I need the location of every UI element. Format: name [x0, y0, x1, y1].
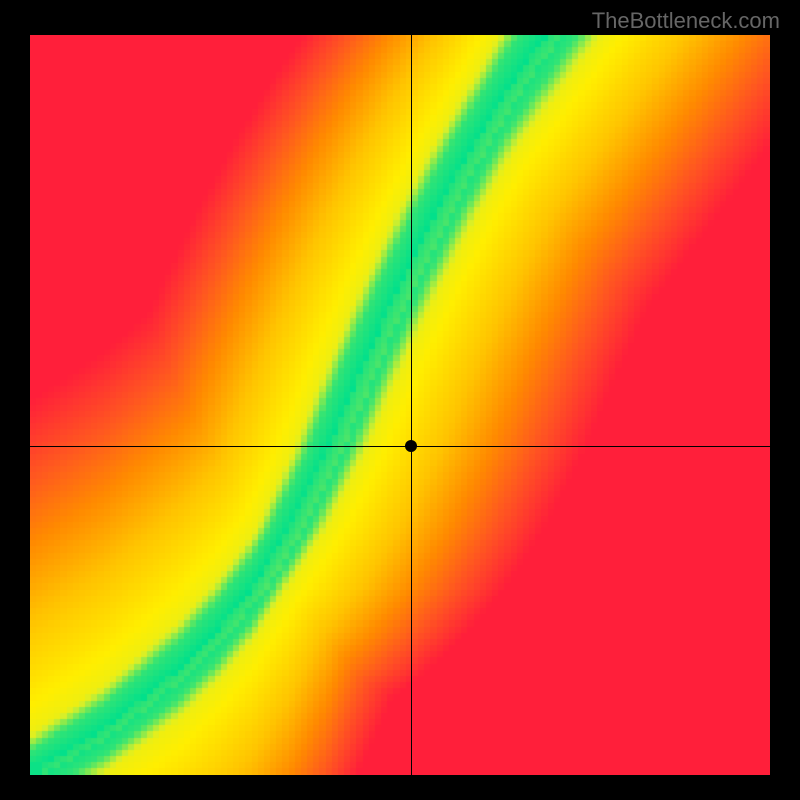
crosshair-horizontal	[30, 446, 770, 447]
watermark-text: TheBottleneck.com	[592, 8, 780, 34]
heatmap-plot-area	[30, 35, 770, 775]
crosshair-vertical	[411, 35, 412, 775]
heatmap-canvas	[30, 35, 770, 775]
crosshair-marker	[405, 440, 417, 452]
